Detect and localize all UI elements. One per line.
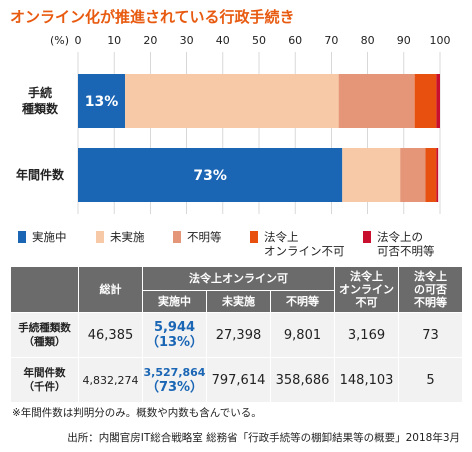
cell-not-implemented: 27,398 (206, 312, 271, 358)
x-tick-label: 80 (361, 34, 375, 47)
bar-segment (400, 148, 426, 202)
cell-total: 4,832,274 (78, 357, 143, 403)
header-total: 総計 (78, 266, 143, 313)
legend-swatch-law-unknown (363, 231, 371, 243)
header-law-impossible: 法令上 オンライン 不可 (334, 266, 400, 313)
cell-law-unknown: 73 (398, 312, 464, 358)
legend-swatch-law-impossible (250, 231, 258, 243)
chart-legend: 実施中 未実施 不明等 法令上 オンライン不可 法令上の 可否不明等 (18, 226, 468, 262)
x-tick-label: 50 (252, 34, 266, 47)
cell-unknown: 358,686 (269, 357, 336, 403)
page-title: オンライン化が推進されている行政手続き (10, 8, 295, 26)
stacked-bar-chart: (%) 0 10 20 30 40 50 60 70 80 90 100 手続種類数 13% 年間件数 73% (16, 34, 451, 214)
legend-label: 法令上 オンライン不可 (264, 230, 345, 258)
bar-segment (414, 74, 437, 128)
legend-swatch-implemented (18, 231, 26, 243)
x-tick-label: 20 (143, 34, 157, 47)
cell-implemented: 3,527,864 （73%） (142, 357, 207, 403)
bar-segment (338, 74, 415, 128)
bar-segment (78, 148, 343, 202)
table-corner (10, 266, 79, 313)
legend-item-not-implemented: 未実施 (96, 230, 145, 244)
cell-law-unknown: 5 (398, 357, 464, 403)
legend-label: 法令上の 可否不明等 (377, 230, 435, 258)
cell-implemented-value: 5,944 (153, 320, 196, 335)
source-credit: 出所：内閣官房IT総合戦略室 総務省「行政手続等の棚卸結果等の概要」2018年3… (67, 432, 460, 444)
cell-law-impossible: 148,103 (334, 357, 400, 403)
x-tick-label: 70 (324, 34, 338, 47)
x-tick-label: 90 (397, 34, 411, 47)
x-tick-label: 60 (288, 34, 302, 47)
legend-label: 実施中 (32, 230, 67, 244)
bar-segment (342, 148, 401, 202)
row-label: 年間件数 （千件） (10, 357, 79, 403)
cell-implemented: 5,944 （13%） (142, 312, 207, 358)
bar-segment (436, 148, 439, 202)
cell-law-impossible: 3,169 (334, 312, 400, 358)
category-label: 年間件数 (16, 167, 65, 182)
cell-not-implemented: 797,614 (206, 357, 271, 403)
header-unknown: 不明等 (269, 290, 336, 313)
header-implemented: 実施中 (142, 290, 207, 313)
legend-item-unknown: 不明等 (173, 230, 222, 244)
bar-segment (125, 74, 339, 128)
x-tick-label: 100 (430, 34, 451, 47)
category-label: 手続種類数 (22, 85, 59, 116)
bar-segment (436, 74, 440, 128)
cell-total: 46,385 (78, 312, 143, 358)
legend-item-law-impossible: 法令上 オンライン不可 (250, 230, 345, 258)
x-tick-label: 0 (75, 34, 82, 47)
legend-item-implemented: 実施中 (18, 230, 67, 244)
table-row: 年間件数 （千件） 4,832,274 3,527,864 （73%） 797,… (10, 357, 464, 403)
x-tick-label: 40 (216, 34, 230, 47)
x-axis-unit: (%) (50, 34, 69, 47)
data-label: 13% (85, 94, 119, 110)
x-tick-label: 30 (180, 34, 194, 47)
legend-label: 未実施 (110, 230, 145, 244)
x-tick-label: 10 (107, 34, 121, 47)
bar-segment (425, 148, 437, 202)
data-table: 総計 法令上オンライン可 法令上 オンライン 不可 法令上 の可否 不明等 実施… (10, 266, 464, 403)
header-law-unknown: 法令上 の可否 不明等 (398, 266, 464, 313)
legend-swatch-unknown (173, 231, 181, 243)
row-label: 手続種類数 （種類） (10, 312, 79, 358)
cell-implemented-value: 3,527,864 (143, 366, 206, 379)
header-online-possible: 法令上オンライン可 (141, 266, 336, 291)
header-not-implemented: 未実施 (206, 290, 271, 313)
cell-implemented-pct: （73%） (145, 380, 204, 395)
cell-implemented-pct: （13%） (145, 335, 204, 350)
cell-unknown: 9,801 (269, 312, 336, 358)
legend-swatch-not-implemented (96, 231, 104, 243)
legend-item-law-unknown: 法令上の 可否不明等 (363, 230, 435, 258)
data-label: 73% (193, 168, 227, 184)
bar-segment (78, 74, 126, 128)
legend-label: 不明等 (187, 230, 222, 244)
footnote: ※年間件数は判明分のみ。概数や内数も含んでいる。 (12, 407, 262, 419)
table-row: 手続種類数 （種類） 46,385 5,944 （13%） 27,398 9,8… (10, 312, 464, 358)
